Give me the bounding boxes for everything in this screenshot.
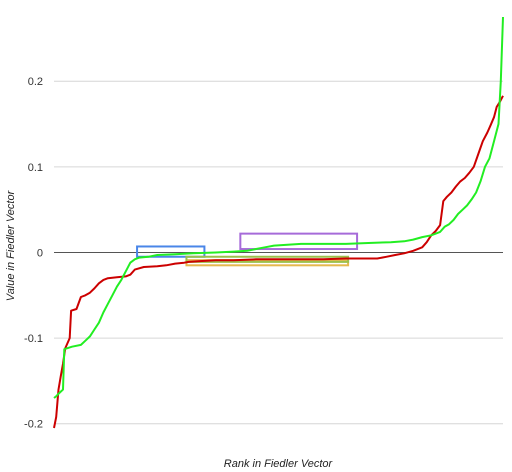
y-tick-label: 0.2 [28, 76, 43, 88]
series-line [53, 16, 504, 399]
y-tick-label: -0.2 [24, 419, 43, 431]
y-tick-label: 0.1 [28, 162, 43, 174]
y-tick-label: 0 [37, 247, 43, 259]
annotation-box [239, 232, 359, 251]
series-line [53, 95, 504, 429]
y-tick-label: -0.1 [24, 333, 43, 345]
y-axis-title: Value in Fiedler Vector [5, 189, 17, 301]
series-lines [53, 16, 504, 429]
y-tick-labels: -0.2 -0.1 0 0.1 0.2 [24, 76, 43, 431]
x-axis-title: Rank in Fiedler Vector [224, 458, 334, 470]
gridlines [54, 80, 503, 425]
annotation-box [136, 245, 206, 258]
